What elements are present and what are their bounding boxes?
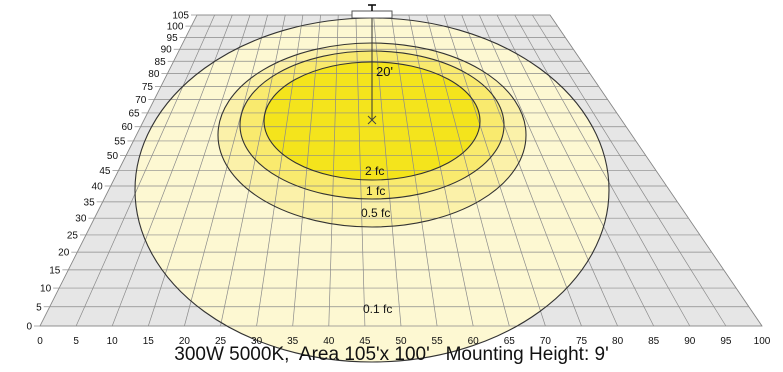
- diagram-caption: 300W 5000K, Area 105'x 100' Mounting Hei…: [0, 344, 783, 366]
- y-tick-label: 20: [58, 248, 70, 259]
- y-tick-label: 15: [49, 265, 61, 276]
- y-tick-label: 50: [107, 151, 119, 162]
- y-tick-label: 75: [142, 82, 154, 93]
- label-0-1-fc: 0.1 fc: [363, 302, 392, 316]
- y-tick-label: 65: [128, 108, 140, 119]
- label-1-fc: 1 fc: [366, 184, 385, 198]
- label-0-5-fc: 0.5 fc: [361, 206, 390, 220]
- y-tick-label: 35: [84, 197, 96, 208]
- y-tick-label: 55: [114, 136, 126, 147]
- y-tick-label: 0: [26, 322, 32, 333]
- mounting-height-label: 20': [376, 64, 393, 79]
- fixture-icon: [352, 5, 392, 18]
- y-tick-label: 5: [36, 302, 42, 313]
- y-tick-label: 105: [172, 11, 189, 22]
- y-tick-label: 85: [155, 57, 167, 68]
- y-tick-label: 80: [148, 69, 160, 80]
- y-tick-label: 90: [161, 45, 173, 56]
- y-tick-label: 60: [121, 122, 133, 133]
- y-tick-label: 70: [135, 95, 147, 106]
- y-tick-label: 25: [67, 230, 79, 241]
- y-tick-label: 30: [75, 214, 87, 225]
- y-tick-label: 100: [167, 22, 184, 33]
- y-tick-label: 10: [40, 284, 52, 295]
- label-2-fc: 2 fc: [365, 164, 384, 178]
- y-tick-label: 95: [167, 33, 179, 44]
- y-tick-label: 45: [99, 166, 111, 177]
- y-tick-label: 40: [92, 182, 104, 193]
